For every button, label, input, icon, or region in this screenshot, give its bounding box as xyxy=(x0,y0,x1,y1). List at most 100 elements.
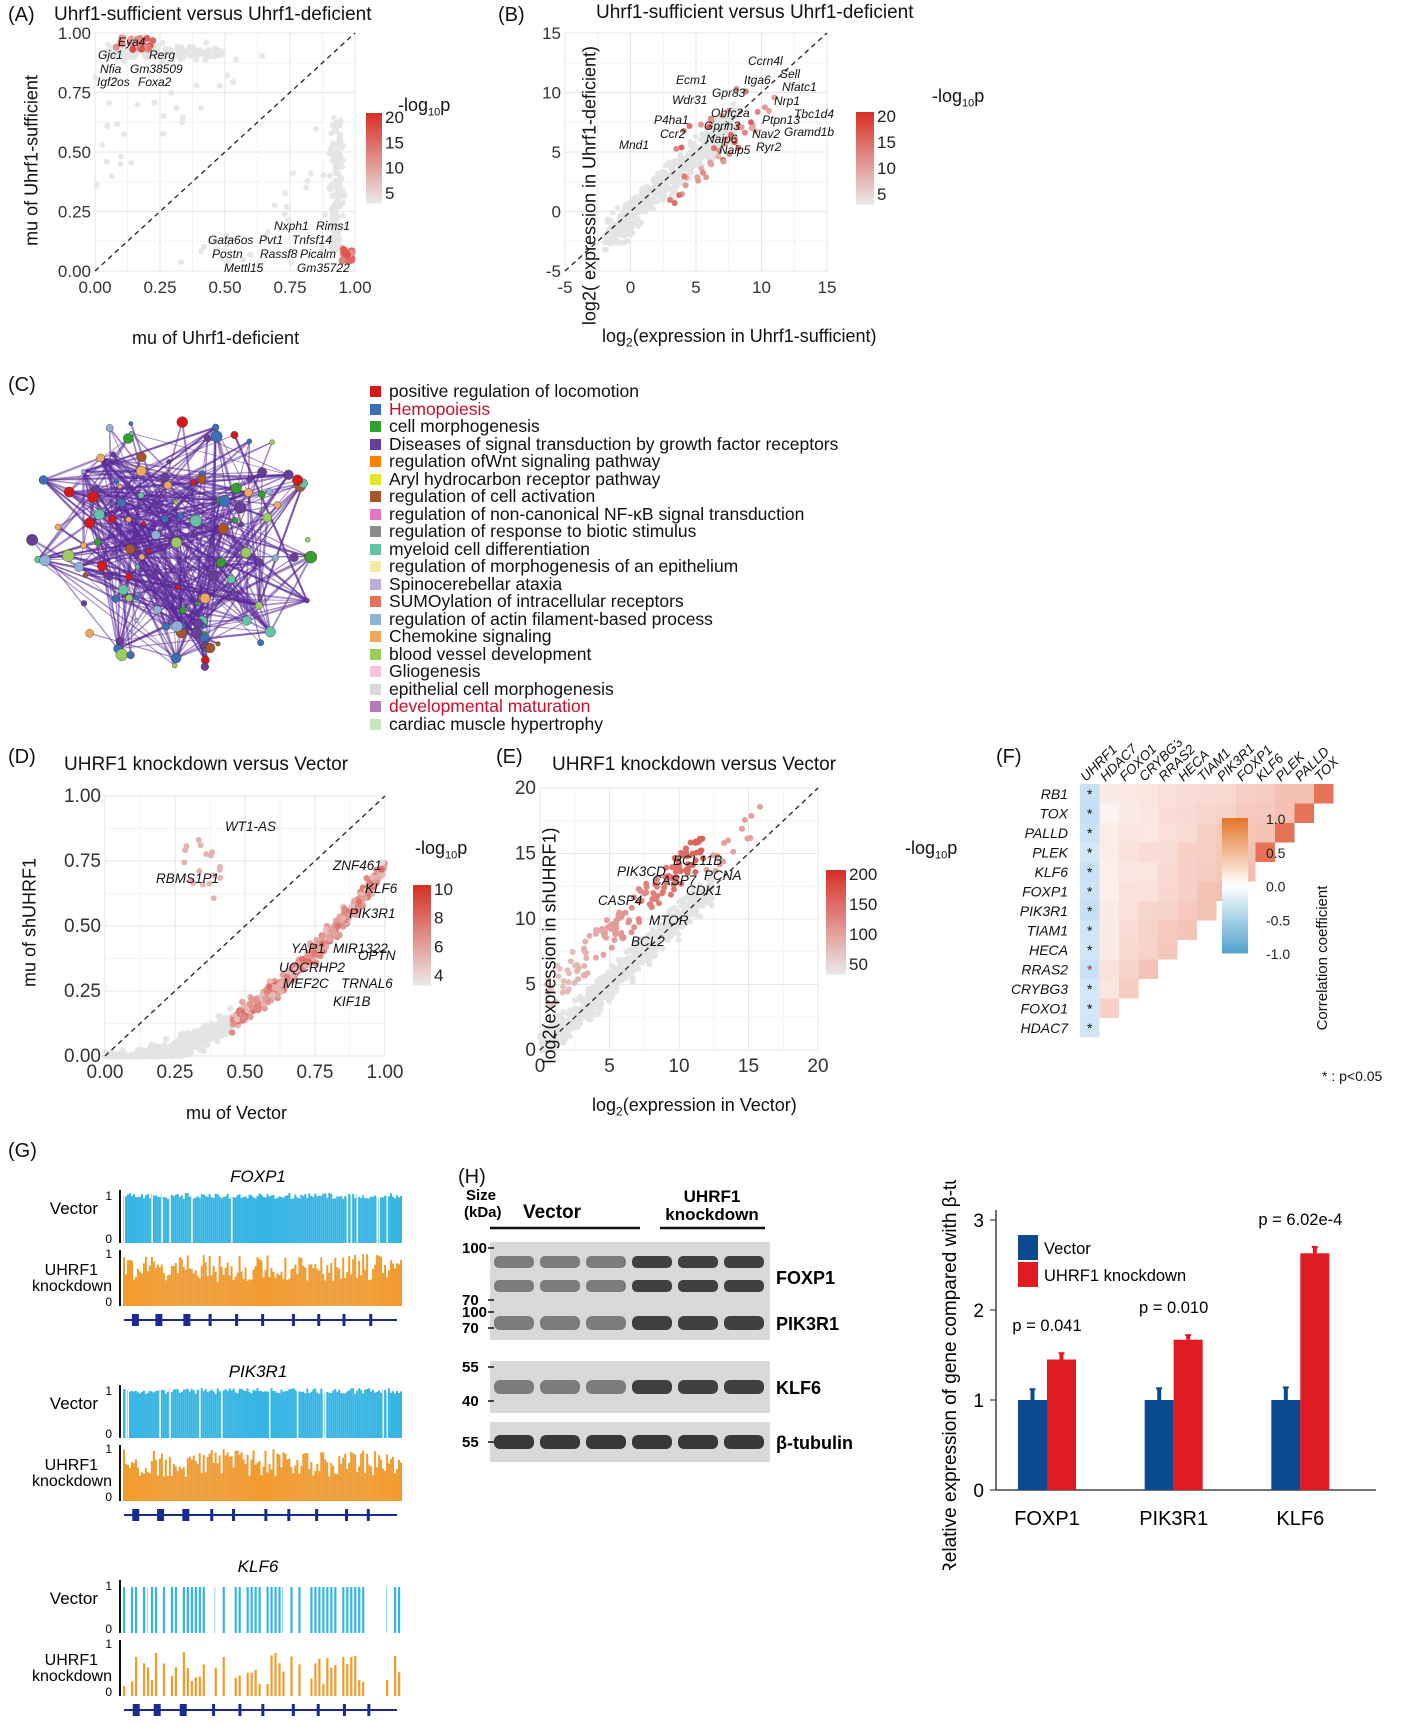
track-bar-vector xyxy=(188,1196,191,1243)
track-bar-kd xyxy=(336,1267,339,1306)
sig-point xyxy=(685,861,692,868)
sig-point xyxy=(667,891,674,898)
x-tick-label: 0.50 xyxy=(208,278,241,297)
data-point xyxy=(723,116,729,123)
track-bar-vector xyxy=(268,1196,271,1243)
data-point xyxy=(161,1042,168,1049)
track-bar-vector xyxy=(388,1388,391,1438)
legend-d-segment xyxy=(413,981,431,986)
track-bar-kd xyxy=(368,1464,371,1501)
track-bar-vector xyxy=(150,1391,153,1438)
track-bar-vector xyxy=(168,1388,170,1438)
data-point xyxy=(329,235,336,242)
heatmap-cell xyxy=(1138,803,1158,823)
panel-d-label: (D) xyxy=(8,746,36,768)
network-edge xyxy=(43,478,260,564)
track-bar-kd xyxy=(266,1684,269,1696)
y-tick-label: 0 xyxy=(552,203,561,222)
track-bar-vector xyxy=(164,1197,167,1243)
track-bar-vector xyxy=(288,1193,291,1243)
track-bar-vector xyxy=(266,1391,269,1438)
heatmap-cell xyxy=(1138,920,1158,940)
data-point xyxy=(332,160,339,167)
heatmap-cell xyxy=(1138,784,1158,804)
track-bar-vector xyxy=(266,1194,269,1243)
data-point xyxy=(553,1012,560,1019)
corr-legend-segment xyxy=(1222,851,1248,856)
network-node xyxy=(128,421,134,426)
track-bar-vector xyxy=(304,1393,307,1438)
heatmap-cell xyxy=(1119,842,1139,862)
go-term-label: regulation of response to biotic stimulu… xyxy=(389,521,697,541)
track-bar-kd xyxy=(252,1269,255,1306)
data-point xyxy=(223,233,230,240)
data-point xyxy=(543,1047,550,1053)
track-bar-vector xyxy=(130,1195,133,1243)
network-edge xyxy=(258,599,308,607)
data-point xyxy=(621,209,628,215)
heatmap-row-label: FOXO1 xyxy=(1021,1001,1068,1017)
network-node xyxy=(163,481,173,490)
network-node xyxy=(135,465,147,477)
data-point xyxy=(593,998,600,1005)
track-bar-vector xyxy=(356,1194,357,1243)
track-bar-kd xyxy=(260,1475,263,1501)
track-bar-kd xyxy=(248,1279,251,1306)
track-bar-vector xyxy=(140,1194,143,1243)
track-bar-kd xyxy=(162,1476,165,1501)
blot-marker: 100 xyxy=(462,1304,487,1321)
track-bar-vector xyxy=(302,1196,305,1243)
sig-point xyxy=(655,900,662,907)
track-bar-kd xyxy=(308,1264,311,1306)
sig-point xyxy=(203,851,210,858)
track-bar-vector xyxy=(378,1390,381,1438)
track-bar-kd xyxy=(348,1256,351,1306)
network-node xyxy=(304,550,318,564)
legend-e-segment xyxy=(826,960,846,965)
track-bar-kd xyxy=(140,1273,143,1306)
blot-band xyxy=(678,1280,718,1292)
track-bar-kd xyxy=(344,1453,347,1501)
track-bar-vector xyxy=(352,1388,355,1438)
go-term-swatch xyxy=(370,438,381,450)
go-term-label: positive regulation of locomotion xyxy=(389,381,640,401)
data-point xyxy=(236,1007,243,1014)
track-bar-vector xyxy=(202,1391,205,1438)
sig-mark: * xyxy=(1087,786,1093,802)
sig-point xyxy=(715,153,722,160)
corr-legend-segment xyxy=(1222,882,1248,886)
track-bar-kd xyxy=(270,1267,273,1306)
track-bar-kd xyxy=(292,1473,295,1501)
heatmap-cell xyxy=(1119,823,1139,843)
data-point xyxy=(614,205,621,211)
network-node xyxy=(74,561,84,572)
track-bar-kd xyxy=(276,1273,279,1306)
track-bar-kd xyxy=(394,1655,397,1696)
data-point xyxy=(571,1006,578,1013)
legend-a-tick: 15 xyxy=(385,133,404,152)
data-point xyxy=(674,909,681,916)
track-bar-vector xyxy=(252,1197,255,1243)
track-bar-vector xyxy=(182,1198,185,1243)
legend-e-segment xyxy=(826,922,846,926)
legend-a-segment xyxy=(366,161,382,165)
p-value-label: p = 6.02e-4 xyxy=(1258,1211,1342,1229)
corr-legend-segment xyxy=(1222,828,1248,832)
sig-point xyxy=(136,34,144,42)
x-tick-label: 0.75 xyxy=(297,1062,334,1083)
data-point xyxy=(566,1033,573,1040)
data-point xyxy=(334,199,341,206)
network-node xyxy=(116,636,124,645)
legend-e-segment xyxy=(826,873,846,878)
legend-b-tick: 15 xyxy=(877,133,896,152)
gene-label: PCNA xyxy=(704,868,742,883)
network-node xyxy=(80,542,87,549)
data-point xyxy=(121,58,128,65)
network-edge xyxy=(156,528,225,611)
genome-tracks: FOXP1Vector10UHRF1knockdown10PIK3R1Vecto… xyxy=(32,1167,402,1716)
legend-d-tick: 6 xyxy=(434,937,443,956)
track-bar-vector xyxy=(294,1194,297,1243)
data-point xyxy=(173,104,180,111)
track-bar-kd xyxy=(328,1476,331,1501)
blot-band xyxy=(724,1256,764,1268)
